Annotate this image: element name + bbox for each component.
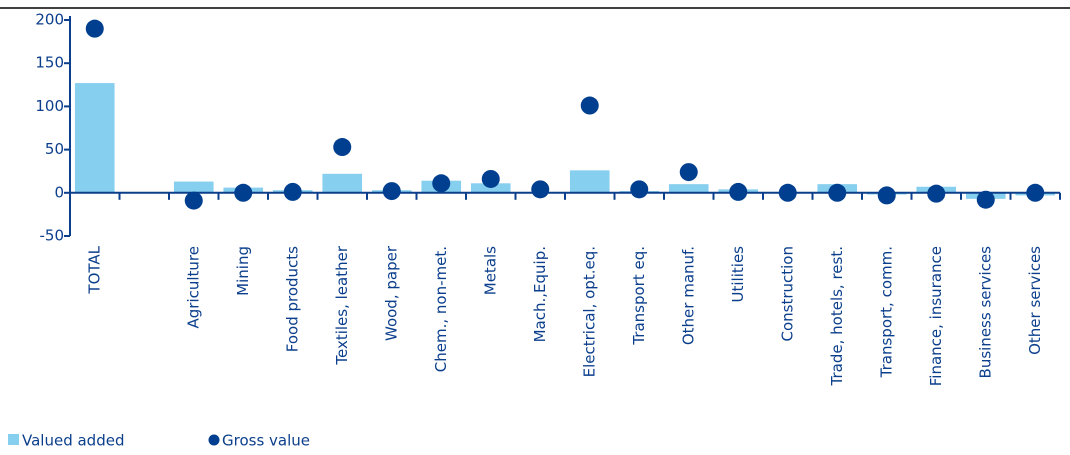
x-tick-label: Transport, comm. (877, 246, 895, 378)
dot (927, 184, 946, 203)
bar (173, 181, 214, 193)
dot (481, 169, 500, 188)
dot (1026, 183, 1045, 202)
x-tick-label: Metals (481, 246, 499, 295)
dot (283, 182, 302, 201)
x-tick-label: Food products (283, 246, 301, 352)
dot (828, 183, 847, 202)
x-tick-label: Agriculture (184, 246, 202, 329)
x-tick-label: Mach.,Equip. (531, 246, 549, 342)
dot (630, 180, 649, 199)
bar (74, 83, 115, 193)
dot (531, 180, 550, 199)
dot (679, 163, 698, 182)
x-tick-label: Mining (234, 246, 252, 296)
dot (432, 174, 451, 193)
x-tick-label: Textiles, leather (333, 245, 351, 365)
x-tick-label: Wood, paper (382, 245, 400, 341)
dot (877, 186, 896, 205)
dot (234, 183, 253, 202)
x-tick-label: Other services (1026, 246, 1044, 355)
dot (184, 191, 203, 210)
x-tick-label: Utilities (729, 246, 747, 303)
bar (668, 184, 709, 193)
x-tick-label: Electrical, opt.eq. (580, 246, 598, 377)
y-tick-label: -50 (40, 227, 65, 245)
x-tick-label: Other manuf. (679, 246, 697, 345)
legend-swatch (8, 434, 19, 445)
legend-label: Valued added (22, 432, 124, 450)
y-tick-label: 50 (45, 140, 64, 158)
legend-label: Gross value (222, 432, 310, 450)
x-tick-label: Trade, hotels, rest. (828, 246, 846, 386)
dot (976, 190, 995, 209)
legend-swatch (208, 434, 220, 446)
dot (85, 19, 104, 38)
dot (580, 96, 599, 115)
y-tick-label: 100 (35, 97, 64, 115)
x-tick-label: Construction (778, 246, 796, 342)
bar (470, 183, 511, 193)
x-tick-label: Transport eq. (630, 246, 648, 346)
dot (729, 182, 748, 201)
x-tick-label: Business services (976, 246, 994, 379)
x-tick-label: Chem., non-met. (432, 246, 450, 372)
dot (382, 182, 401, 201)
x-tick-label: Finance, insurance (927, 246, 945, 386)
y-tick-label: 0 (54, 183, 64, 201)
bar (322, 173, 363, 193)
y-tick-label: 150 (35, 54, 64, 72)
y-tick-label: 200 (35, 11, 64, 29)
dot (333, 138, 352, 157)
x-tick-label: TOTAL (85, 245, 103, 294)
dot (778, 183, 797, 202)
bar (569, 170, 610, 193)
